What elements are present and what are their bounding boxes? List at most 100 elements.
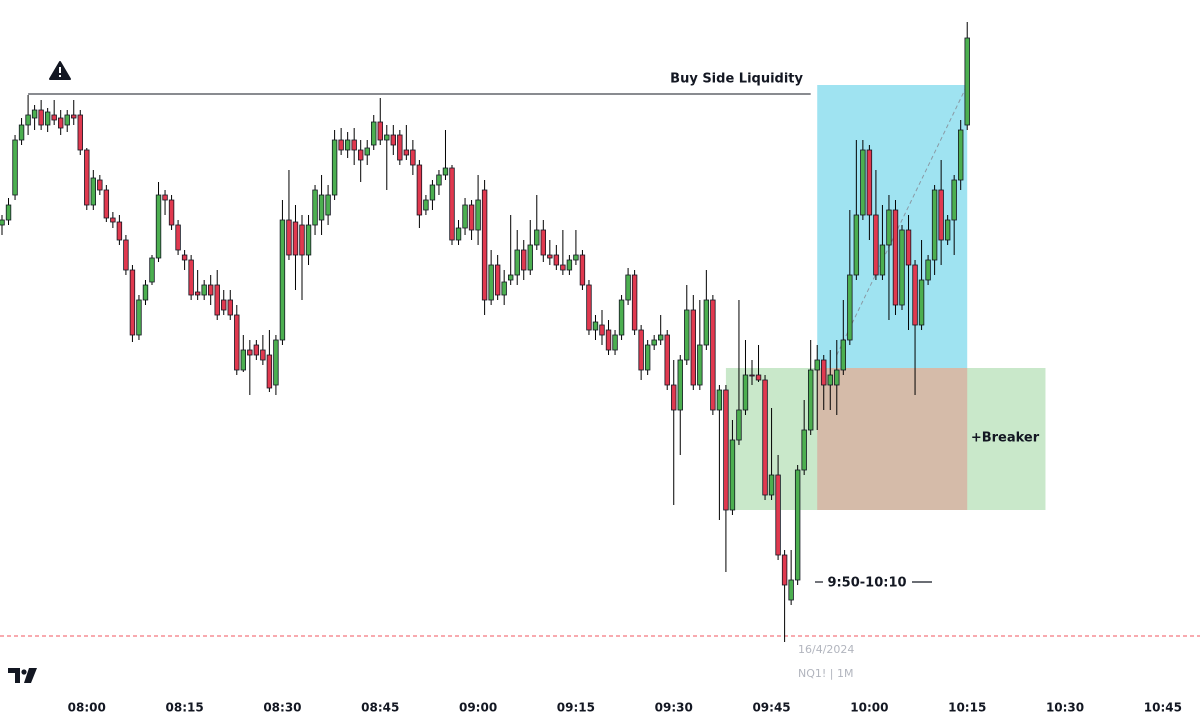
candle-body <box>364 147 370 156</box>
zone <box>817 368 968 510</box>
candle-body <box>377 121 383 141</box>
x-tick-label: 08:15 <box>166 701 204 715</box>
candle-body <box>260 349 266 361</box>
candle-body <box>194 291 201 296</box>
candle-body <box>951 179 957 221</box>
candle-body <box>84 149 90 206</box>
candle-body <box>201 284 207 296</box>
candle-body <box>429 184 436 201</box>
candle-body <box>742 374 749 411</box>
candle-body <box>664 334 670 386</box>
candle-body <box>110 217 116 223</box>
candle-body <box>586 284 592 331</box>
candle-body <box>651 339 657 346</box>
candle-body <box>918 279 925 326</box>
candle-body <box>560 264 566 271</box>
candle-body <box>638 329 644 371</box>
candle-body <box>155 194 162 259</box>
candle-body <box>305 224 312 256</box>
candle-body <box>697 344 703 386</box>
candle-body <box>273 339 279 386</box>
candle-body <box>592 321 599 331</box>
candle-body <box>325 194 331 216</box>
candle-body <box>162 194 168 201</box>
candle-body <box>331 139 338 196</box>
candle-body <box>657 334 664 341</box>
x-tick-label: 10:00 <box>850 701 888 715</box>
x-tick-label: 08:45 <box>361 701 399 715</box>
candle-body <box>338 139 344 151</box>
candle-body <box>455 227 462 241</box>
candle-body <box>703 299 710 346</box>
candle-body <box>371 121 377 146</box>
x-tick-label: 09:00 <box>459 701 497 715</box>
candle-body <box>318 194 325 221</box>
candle-body <box>964 37 970 126</box>
candle-body <box>925 259 931 281</box>
candle-body <box>468 204 475 231</box>
candle-body <box>899 229 905 306</box>
breaker-label: +Breaker <box>971 431 1040 446</box>
candle-body <box>5 204 12 221</box>
candle-body <box>390 134 397 146</box>
candle-body <box>749 374 755 377</box>
candle-body <box>397 134 403 161</box>
candle-body <box>821 359 827 386</box>
candle-body <box>344 139 351 151</box>
candle-body <box>175 224 181 251</box>
x-tick-label: 10:45 <box>1144 701 1182 715</box>
candle-body <box>410 149 416 166</box>
candle-body <box>12 139 18 196</box>
candle-body <box>44 111 51 126</box>
candle-body <box>671 384 677 411</box>
candle-body <box>736 409 742 441</box>
candle-body <box>625 274 631 301</box>
x-tick-label: 08:00 <box>68 701 106 715</box>
candle-body <box>240 349 247 371</box>
candle-body <box>599 324 605 336</box>
candle-body <box>781 554 788 586</box>
candle-body <box>103 189 110 219</box>
candle-body <box>462 204 468 229</box>
candle-body <box>279 219 286 341</box>
candle-body <box>351 139 357 151</box>
candle-body <box>247 349 253 356</box>
candle-body <box>71 114 77 119</box>
warning-icon <box>49 61 71 80</box>
x-tick-label: 09:15 <box>557 701 595 715</box>
candle-body <box>566 259 573 271</box>
candle-body <box>866 149 873 216</box>
candle-body <box>892 209 899 306</box>
candle-body <box>775 474 781 556</box>
date-label: 16/4/2024 <box>798 643 854 656</box>
candle-body <box>90 177 97 206</box>
candle-body <box>481 189 488 301</box>
candle-body <box>214 284 220 316</box>
candle-body <box>847 274 853 341</box>
candle-body <box>860 149 866 216</box>
candle-body <box>488 264 494 301</box>
x-axis: 08:00 08:15 08:30 08:45 09:00 09:15 09:30 09:45… <box>68 701 1182 715</box>
candle-body <box>755 374 762 381</box>
candle-body <box>534 229 540 246</box>
zone <box>817 85 968 368</box>
candle-body <box>762 379 768 496</box>
candle-body <box>181 254 188 261</box>
x-tick-label: 09:30 <box>655 701 693 715</box>
candle-body <box>527 244 533 271</box>
candle-body <box>416 164 423 216</box>
candle-body <box>227 299 233 316</box>
candle-body <box>547 254 553 259</box>
candle-body <box>957 129 964 181</box>
lines <box>0 84 1200 637</box>
candle-body <box>51 114 57 121</box>
candle-body <box>286 219 292 256</box>
x-tick-label: 10:30 <box>1046 701 1084 715</box>
candle-body <box>873 214 879 276</box>
level-label: Buy Side Liquidity <box>670 72 803 87</box>
candle-body <box>677 359 683 411</box>
candle-body <box>618 299 625 336</box>
candle-body <box>77 114 83 151</box>
candle-body <box>540 229 547 256</box>
